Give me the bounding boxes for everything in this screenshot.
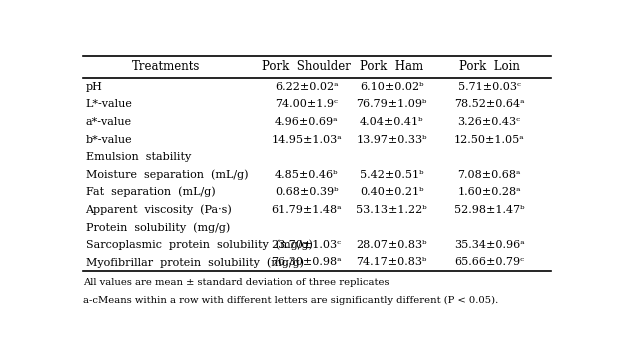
Text: 1.60±0.28ᵃ: 1.60±0.28ᵃ — [457, 187, 521, 197]
Text: 61.79±1.48ᵃ: 61.79±1.48ᵃ — [272, 205, 342, 215]
Text: 6.10±0.02ᵇ: 6.10±0.02ᵇ — [360, 82, 423, 92]
Text: 7.08±0.68ᵃ: 7.08±0.68ᵃ — [457, 170, 521, 180]
Text: Moisture  separation  (mL/g): Moisture separation (mL/g) — [85, 169, 248, 180]
Text: 35.34±0.96ᵃ: 35.34±0.96ᵃ — [454, 240, 524, 250]
Text: Emulsion  stability: Emulsion stability — [85, 152, 191, 162]
Text: pH: pH — [85, 82, 102, 92]
Text: 53.13±1.22ᵇ: 53.13±1.22ᵇ — [357, 205, 427, 215]
Text: Pork  Loin: Pork Loin — [459, 60, 519, 73]
Text: 65.66±0.79ᶜ: 65.66±0.79ᶜ — [454, 257, 524, 267]
Text: 14.95±1.03ᵃ: 14.95±1.03ᵃ — [271, 135, 342, 145]
Text: Sarcoplasmic  protein  solubility  (mg/g): Sarcoplasmic protein solubility (mg/g) — [85, 239, 313, 250]
Text: 0.68±0.39ᵇ: 0.68±0.39ᵇ — [275, 187, 339, 197]
Text: Treatments: Treatments — [132, 60, 201, 73]
Text: Pork  Ham: Pork Ham — [360, 60, 423, 73]
Text: 76.30±0.98ᵃ: 76.30±0.98ᵃ — [272, 257, 342, 267]
Text: Protein  solubility  (mg/g): Protein solubility (mg/g) — [85, 222, 230, 233]
Text: 76.79±1.09ᵇ: 76.79±1.09ᵇ — [357, 99, 426, 109]
Text: 5.71±0.03ᶜ: 5.71±0.03ᶜ — [457, 82, 521, 92]
Text: b*-value: b*-value — [85, 135, 132, 145]
Text: All values are mean ± standard deviation of three replicates: All values are mean ± standard deviation… — [83, 278, 389, 287]
Text: 23.70±1.03ᶜ: 23.70±1.03ᶜ — [272, 240, 342, 250]
Text: 78.52±0.64ᵃ: 78.52±0.64ᵃ — [454, 99, 524, 109]
Text: a-cMeans within a row with different letters are significantly different (P < 0.: a-cMeans within a row with different let… — [83, 296, 498, 305]
Text: L*-value: L*-value — [85, 99, 132, 109]
Text: 6.22±0.02ᵃ: 6.22±0.02ᵃ — [275, 82, 339, 92]
Text: 0.40±0.21ᵇ: 0.40±0.21ᵇ — [360, 187, 423, 197]
Text: 5.42±0.51ᵇ: 5.42±0.51ᵇ — [360, 170, 423, 180]
Text: 3.26±0.43ᶜ: 3.26±0.43ᶜ — [457, 117, 521, 127]
Text: 12.50±1.05ᵃ: 12.50±1.05ᵃ — [454, 135, 524, 145]
Text: 74.17±0.83ᵇ: 74.17±0.83ᵇ — [357, 257, 426, 267]
Text: Apparent  viscosity  (Pa·s): Apparent viscosity (Pa·s) — [85, 205, 232, 215]
Text: Pork  Shoulder: Pork Shoulder — [262, 60, 351, 73]
Text: 13.97±0.33ᵇ: 13.97±0.33ᵇ — [357, 135, 427, 145]
Text: 52.98±1.47ᵇ: 52.98±1.47ᵇ — [454, 205, 524, 215]
Text: a*-value: a*-value — [85, 117, 132, 127]
Text: Fat  separation  (mL/g): Fat separation (mL/g) — [85, 187, 215, 197]
Text: 74.00±1.9ᶜ: 74.00±1.9ᶜ — [275, 99, 338, 109]
Text: Myofibrillar  protein  solubility  (mg/g): Myofibrillar protein solubility (mg/g) — [85, 257, 303, 268]
Text: 4.85±0.46ᵇ: 4.85±0.46ᵇ — [275, 170, 339, 180]
Text: 28.07±0.83ᵇ: 28.07±0.83ᵇ — [357, 240, 427, 250]
Text: 4.96±0.69ᵃ: 4.96±0.69ᵃ — [275, 117, 339, 127]
Text: 4.04±0.41ᵇ: 4.04±0.41ᵇ — [360, 117, 423, 127]
